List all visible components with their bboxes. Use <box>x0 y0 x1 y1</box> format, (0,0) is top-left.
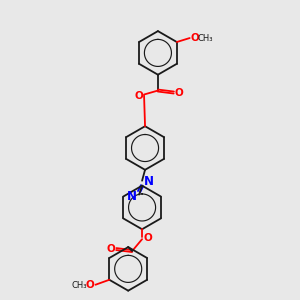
Text: O: O <box>143 233 152 243</box>
Text: O: O <box>191 33 200 43</box>
Text: CH₃: CH₃ <box>71 281 86 290</box>
Text: O: O <box>134 91 143 100</box>
Text: CH₃: CH₃ <box>198 34 213 43</box>
Text: O: O <box>106 244 115 254</box>
Text: N: N <box>127 190 137 203</box>
Text: O: O <box>86 280 94 290</box>
Text: N: N <box>144 175 154 188</box>
Text: O: O <box>175 88 184 98</box>
